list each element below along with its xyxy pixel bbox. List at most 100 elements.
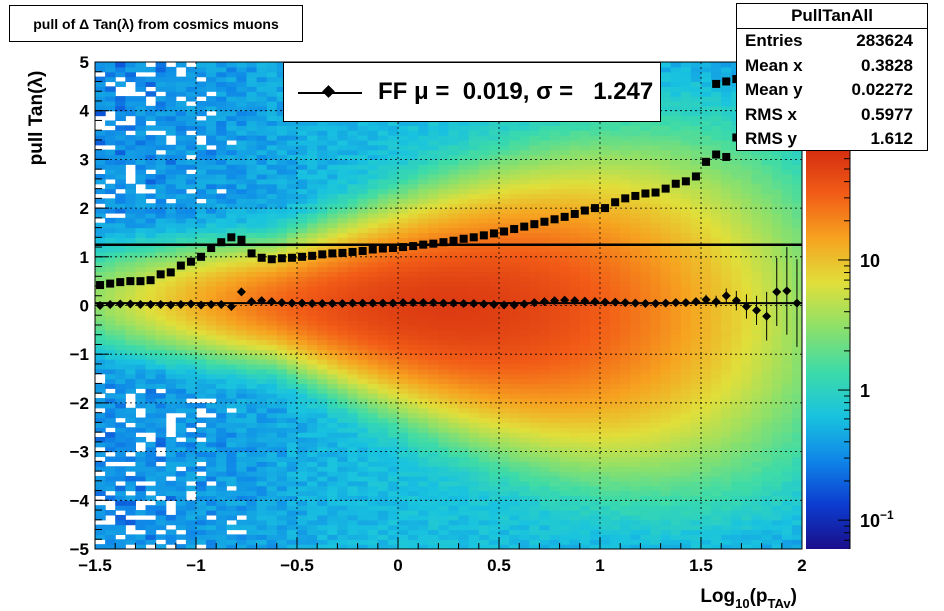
heatmap-cell — [499, 120, 510, 126]
heatmap-cell — [216, 144, 227, 151]
heatmap-cell — [317, 290, 328, 297]
heatmap-cell — [175, 174, 187, 180]
heatmap-cell — [317, 368, 328, 375]
heatmap-cell — [468, 320, 480, 326]
heatmap-cell — [549, 169, 561, 175]
heatmap-cell — [95, 290, 106, 297]
heatmap-cell — [216, 96, 227, 102]
heatmap-cell — [165, 149, 177, 156]
heatmap-cell — [125, 388, 136, 394]
heatmap-cell — [276, 329, 288, 336]
heatmap-cell — [196, 329, 207, 336]
heatmap-cell — [600, 354, 611, 360]
heatmap-cell — [135, 100, 147, 107]
heatmap-cell — [145, 256, 157, 263]
heatmap-cell — [155, 480, 167, 487]
heatmap-cell — [509, 446, 520, 453]
heatmap-cell — [529, 373, 540, 380]
heatmap-cell — [185, 66, 197, 73]
heatmap-cell — [539, 368, 551, 375]
heatmap-cell — [115, 139, 126, 146]
heatmap-cell — [468, 363, 480, 370]
heatmap-cell — [347, 208, 359, 214]
heatmap-cell — [438, 310, 450, 316]
heatmap-cell — [408, 334, 419, 341]
heatmap-cell — [317, 456, 328, 462]
heatmap-cell — [589, 524, 601, 531]
heatmap-cell — [499, 480, 510, 487]
heatmap-cell — [125, 159, 136, 165]
heatmap-cell — [206, 456, 217, 462]
heatmap-cell — [478, 212, 490, 219]
heatmap-cell — [206, 183, 217, 190]
heatmap-cell — [559, 251, 571, 258]
heatmap-cell — [499, 212, 510, 219]
heatmap-cell — [478, 125, 490, 131]
heatmap-cell — [438, 120, 450, 126]
heatmap-cell — [468, 261, 480, 268]
heatmap-cell — [559, 178, 571, 185]
heatmap-cell — [398, 203, 409, 209]
heatmap-cell — [519, 519, 530, 526]
heatmap-cell — [600, 286, 611, 292]
heatmap-cell — [236, 198, 248, 204]
heatmap-cell — [175, 227, 187, 234]
heatmap-cell — [478, 290, 490, 297]
heatmap-cell — [458, 441, 470, 448]
heatmap-cell — [428, 412, 439, 419]
heatmap-cell — [418, 378, 429, 385]
heatmap-cell — [135, 519, 147, 526]
heatmap-cell — [367, 466, 379, 472]
heatmap-cell — [519, 451, 530, 458]
heatmap-cell — [610, 373, 621, 380]
heatmap-cell — [347, 149, 359, 156]
heatmap-cell — [519, 324, 530, 331]
heatmap-cell — [377, 271, 389, 277]
heatmap-cell — [529, 290, 540, 297]
heatmap-cell — [367, 344, 379, 350]
heatmap-cell — [398, 139, 409, 146]
heatmap-cell — [185, 81, 197, 87]
heatmap-cell — [509, 519, 520, 526]
heatmap-cell — [337, 266, 349, 273]
heatmap-cell — [569, 144, 581, 151]
heatmap-cell — [428, 446, 439, 453]
heatmap-cell — [509, 120, 520, 126]
heatmap-cell — [377, 466, 389, 472]
heatmap-cell — [347, 125, 359, 131]
heatmap-cell — [347, 407, 359, 414]
heatmap-cell — [377, 446, 389, 453]
heatmap-cell — [236, 334, 248, 341]
heatmap-cell — [135, 422, 147, 428]
heatmap-cell — [145, 178, 157, 185]
heatmap-cell — [286, 402, 298, 409]
heatmap-cell — [95, 514, 106, 521]
heatmap-cell — [286, 349, 298, 355]
heatmap-cell — [125, 125, 136, 131]
heatmap-cell — [347, 441, 359, 448]
heatmap-cell — [185, 86, 197, 92]
heatmap-cell — [95, 349, 106, 355]
heatmap-cell — [357, 237, 369, 243]
heatmap-cell — [458, 378, 470, 385]
heatmap-cell — [377, 344, 389, 350]
heatmap-cell — [337, 510, 349, 516]
heatmap-cell — [519, 130, 530, 136]
heatmap-cell — [327, 359, 338, 365]
heatmap-cell — [559, 174, 571, 180]
heatmap-cell — [185, 247, 197, 253]
heatmap-cell — [297, 514, 308, 521]
heatmap-cell — [539, 169, 551, 175]
heatmap-cell — [216, 100, 227, 107]
heatmap-cell — [246, 183, 258, 190]
heatmap-cell — [408, 222, 419, 229]
heatmap-cell — [549, 417, 561, 423]
heatmap-cell — [478, 256, 490, 263]
heatmap-cell — [206, 159, 217, 165]
heatmap-cell — [266, 86, 278, 92]
heatmap-cell — [307, 407, 318, 414]
heatmap-cell — [226, 290, 237, 297]
heatmap-cell — [438, 324, 450, 331]
heatmap-cell — [165, 154, 177, 160]
heatmap-cell — [438, 251, 450, 258]
